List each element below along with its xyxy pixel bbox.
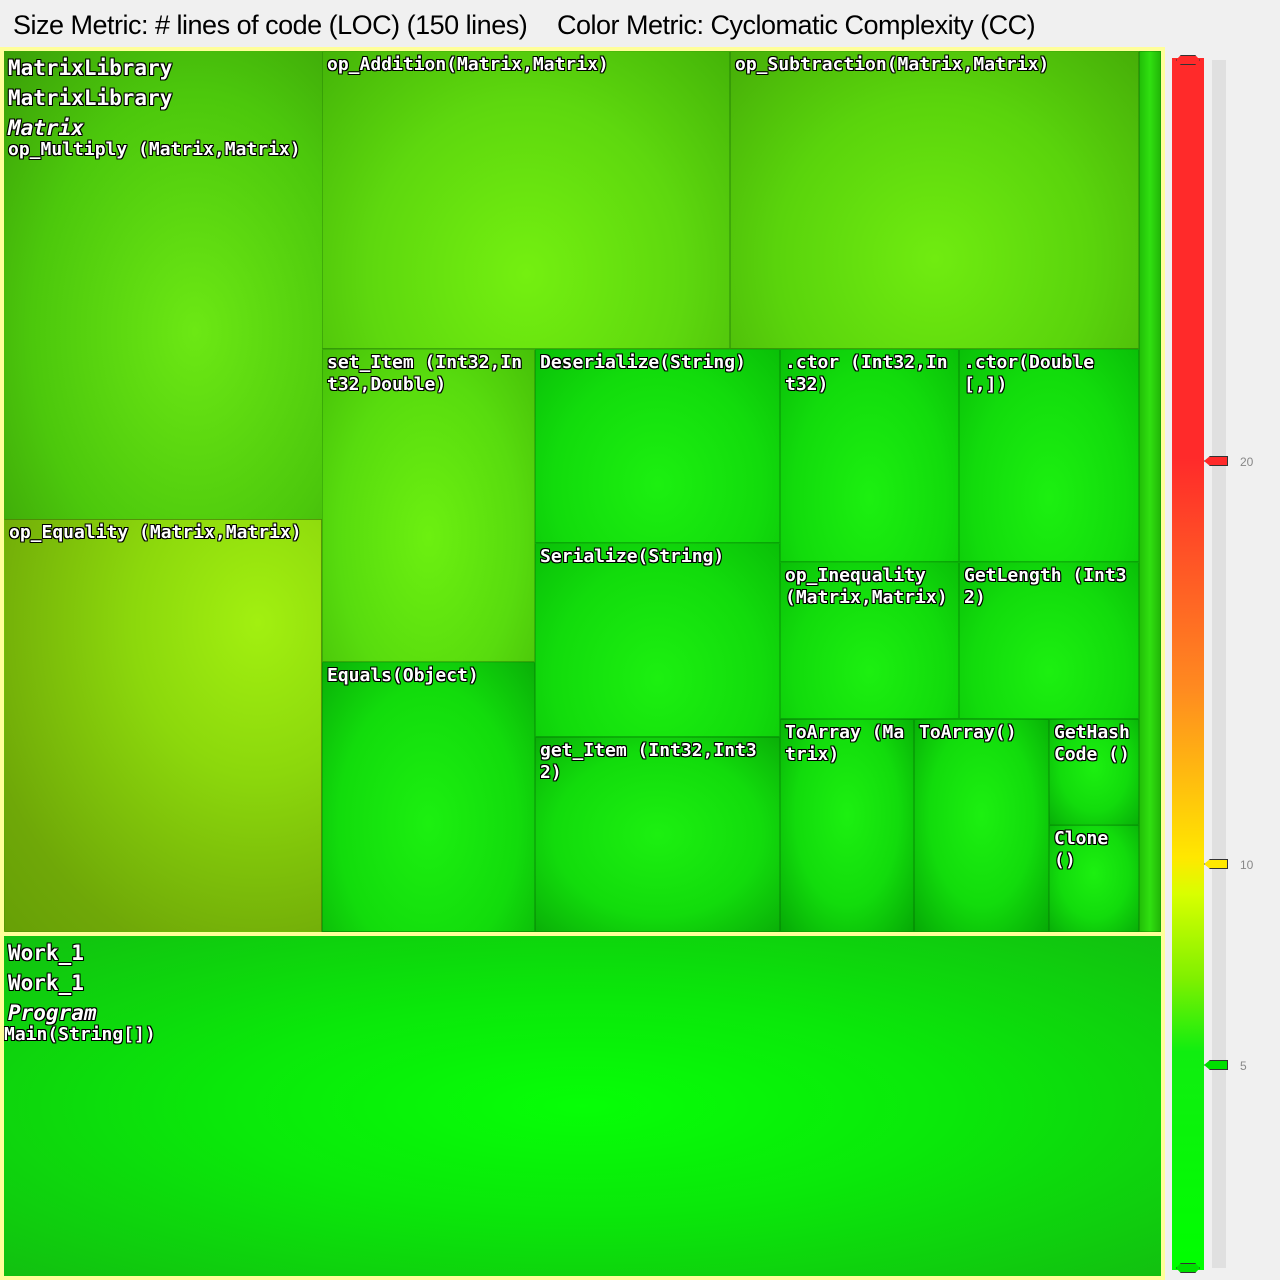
ctor-double-label: .ctor(Double [,]): [964, 352, 1095, 395]
tick-label-5: 5: [1240, 1059, 1247, 1073]
treemap-tile-equals[interactable]: Equals(Object): [322, 662, 535, 932]
metrics-header: Size Metric: # lines of code (LOC) (150 …: [0, 0, 1280, 50]
treemap-tile-op-multiply[interactable]: MatrixLibrary MatrixLibrary Matrix op_Mu…: [4, 51, 322, 519]
top-threshold-marker[interactable]: [1176, 55, 1200, 65]
tick-label-20: 20: [1240, 455, 1254, 469]
treemap-tile-op-subtraction[interactable]: op_Subtraction(Matrix,Matrix): [730, 51, 1139, 349]
treemap-tile-ctor-int[interactable]: .ctor (Int32,Int32): [780, 349, 959, 562]
treemap-tile-getlength[interactable]: GetLength (Int32): [959, 562, 1139, 719]
assembly-label: MatrixLibrary: [8, 56, 173, 80]
toarray-label: ToArray(): [919, 722, 1017, 743]
gethashcode-label: GetHashCode (): [1054, 722, 1130, 765]
treemap: MatrixLibrary MatrixLibrary Matrix op_Mu…: [0, 47, 1165, 1280]
getlength-label: GetLength (Int32): [964, 565, 1127, 608]
tick-label-10: 10: [1240, 858, 1254, 872]
color-metric-label[interactable]: Color Metric: Cyclomatic Complexity (CC): [557, 10, 1036, 40]
treemap-tile-main[interactable]: Work_1 Work_1 Program Main(String[]): [4, 936, 1161, 1276]
color-scale-track: [1212, 60, 1226, 1268]
ctor-int-label: .ctor (Int32,Int32): [785, 352, 948, 395]
treemap-tile-op-equality[interactable]: op_Equality (Matrix,Matrix): [4, 519, 322, 932]
op-inequality-label: op_Inequality (Matrix,Matrix): [785, 565, 948, 608]
size-metric-label[interactable]: Size Metric: # lines of code (LOC) (150 …: [13, 10, 528, 40]
equals-label: Equals(Object): [327, 665, 479, 686]
color-scale-bar: [1172, 58, 1204, 1270]
treemap-tile-toarray-matrix[interactable]: ToArray (Matrix): [780, 719, 914, 932]
set-item-label: set_Item (Int32,Int32,Double): [327, 352, 523, 395]
treemap-tile-deserialize[interactable]: Deserialize(String): [535, 349, 780, 543]
threshold-5-marker[interactable]: [1204, 1060, 1228, 1070]
namespace-label: MatrixLibrary: [8, 86, 173, 110]
treemap-tile-narrow[interactable]: [1139, 51, 1161, 932]
type-label: Matrix: [8, 116, 84, 140]
deserialize-label: Deserialize(String): [540, 352, 746, 373]
treemap-tile-op-addition[interactable]: op_Addition(Matrix,Matrix): [322, 51, 730, 349]
threshold-10-marker[interactable]: [1204, 859, 1228, 869]
bottom-threshold-marker[interactable]: [1176, 1263, 1200, 1273]
main-method-label: Main(String[]): [4, 1024, 156, 1045]
treemap-tile-serialize[interactable]: Serialize(String): [535, 543, 780, 737]
treemap-tile-ctor-double[interactable]: .ctor(Double [,]): [959, 349, 1139, 562]
treemap-tile-set-item[interactable]: set_Item (Int32,Int32,Double): [322, 349, 535, 662]
clone-label: Clone (): [1054, 828, 1109, 871]
treemap-tile-op-inequality[interactable]: op_Inequality (Matrix,Matrix): [780, 562, 959, 719]
treemap-tile-clone[interactable]: Clone (): [1049, 825, 1139, 932]
treemap-tile-gethashcode[interactable]: GetHashCode (): [1049, 719, 1139, 825]
op-addition-label: op_Addition(Matrix,Matrix): [327, 54, 609, 75]
type-label-2: Program: [8, 1001, 97, 1025]
serialize-label: Serialize(String): [540, 546, 725, 567]
treemap-tile-toarray[interactable]: ToArray(): [914, 719, 1049, 932]
op-equality-label: op_Equality (Matrix,Matrix): [9, 522, 302, 543]
treemap-tile-get-item[interactable]: get_Item (Int32,Int32): [535, 737, 780, 932]
toarray-matrix-label: ToArray (Matrix): [785, 722, 905, 765]
namespace-label-2: Work_1: [8, 971, 84, 995]
assembly-label-2: Work_1: [8, 941, 84, 965]
threshold-20-marker[interactable]: [1204, 456, 1228, 466]
method-label: op_Multiply (Matrix,Matrix): [8, 139, 301, 160]
get-item-label: get_Item (Int32,Int32): [540, 740, 757, 783]
op-subtraction-label: op_Subtraction(Matrix,Matrix): [735, 54, 1050, 75]
